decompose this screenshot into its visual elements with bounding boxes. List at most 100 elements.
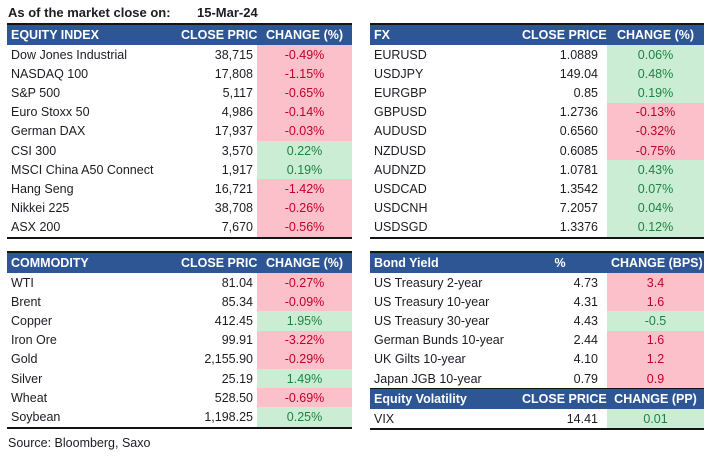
change-value: 0.06% — [607, 45, 704, 65]
instrument-label: US Treasury 10-year — [374, 294, 490, 309]
close-price-header: CLOSE PRICE — [177, 253, 257, 273]
instrument-label: US Treasury 2-year — [374, 275, 483, 290]
change-value: 1.49% — [257, 368, 352, 389]
table-row: S&P 500 5,117 -0.65% — [7, 83, 352, 103]
instrument-label: Soybean — [11, 409, 61, 424]
close-price-header: CLOSE PRICE — [177, 25, 257, 45]
instrument-label: US Treasury 30-year — [374, 313, 490, 328]
instrument-label: Wheat — [11, 390, 48, 405]
change-value: -0.75% — [607, 140, 704, 161]
change-value: 1.6 — [607, 292, 704, 312]
instrument-label: WTI — [11, 275, 34, 290]
instrument-label: Nikkei 225 — [11, 201, 70, 216]
table-header-row: FX CLOSE PRICE CHANGE (%) — [370, 25, 704, 45]
table-row: US Treasury 10-year 4.31 1.6 — [370, 292, 704, 312]
close-price-value: 1,917 — [221, 162, 253, 177]
instrument-label: Copper — [11, 313, 52, 328]
change-value: -0.09% — [257, 292, 352, 312]
table-row: USDCNH 7.2057 0.04% — [370, 198, 704, 218]
change-value: -1.15% — [257, 64, 352, 84]
instrument-label: AUDUSD — [374, 124, 427, 139]
table-row: USDJPY 149.04 0.48% — [370, 64, 704, 84]
source-note: Source: Bloomberg, Saxo — [8, 436, 151, 450]
table-row: Euro Stoxx 50 4,986 -0.14% — [7, 102, 352, 122]
change-pp-header: CHANGE (PP) — [607, 388, 704, 410]
close-price-value: 149.04 — [559, 66, 598, 81]
close-price-value: 4.10 — [573, 352, 598, 367]
table-row: US Treasury 2-year 4.73 3.4 — [370, 273, 704, 293]
instrument-label: Euro Stoxx 50 — [11, 105, 90, 120]
change-value: -3.22% — [257, 330, 352, 350]
close-price-value: 4.31 — [573, 294, 598, 309]
close-price-value: 1.3376 — [559, 220, 598, 235]
bond-and-volatility-tables: Bond Yield % CHANGE (BPS) US Treasury 2-… — [370, 251, 704, 431]
as-of-label: As of the market close on: — [8, 5, 171, 20]
change-value: 0.19% — [257, 160, 352, 180]
table-row: UK Gilts 10-year 4.10 1.2 — [370, 349, 704, 369]
table-row: MSCI China A50 Connect 1,917 0.19% — [7, 160, 352, 180]
change-value: 0.01 — [607, 409, 704, 429]
table-header-row: Equity Volatility CLOSE PRICE CHANGE (PP… — [370, 388, 704, 410]
table-title-fx: FX — [370, 25, 518, 45]
close-price-value: 16,721 — [214, 181, 253, 196]
bond-yield-table: Bond Yield % CHANGE (BPS) US Treasury 2-… — [370, 253, 704, 389]
table-row: CSI 300 3,570 0.22% — [7, 140, 352, 161]
close-price-value: 412.45 — [214, 313, 253, 328]
close-price-value: 7.2057 — [559, 201, 598, 216]
instrument-label: AUDNZD — [374, 162, 427, 177]
change-value: 1.95% — [257, 311, 352, 331]
close-price-header: CLOSE PRICE — [518, 388, 607, 410]
instrument-label: Dow Jones Industrial — [11, 47, 128, 62]
change-value: -1.42% — [257, 179, 352, 199]
instrument-label: GBPUSD — [374, 105, 427, 120]
change-pct-header: CHANGE (%) — [257, 253, 352, 273]
table-title-equity-volatility: Equity Volatility — [370, 388, 518, 410]
close-price-value: 1.2736 — [559, 105, 598, 120]
change-value: -0.13% — [607, 102, 704, 122]
table-row: Hang Seng 16,721 -1.42% — [7, 179, 352, 199]
table-row: German DAX 17,937 -0.03% — [7, 121, 352, 141]
equity-index-table: EQUITY INDEX CLOSE PRICE CHANGE (%) Dow … — [7, 23, 352, 239]
instrument-label: Silver — [11, 371, 43, 386]
instrument-label: Brent — [11, 294, 41, 309]
close-price-value: 4.43 — [573, 313, 598, 328]
close-price-value: 4,986 — [221, 105, 253, 120]
table-row: Gold 2,155.90 -0.29% — [7, 349, 352, 369]
change-value: -0.32% — [607, 121, 704, 141]
change-value: 0.25% — [257, 407, 352, 427]
instrument-label: German Bunds 10-year — [374, 333, 504, 348]
instrument-label: VIX — [374, 411, 395, 426]
table-row: Silver 25.19 1.49% — [7, 368, 352, 389]
table-row: AUDUSD 0.6560 -0.32% — [370, 121, 704, 141]
change-value: -0.29% — [257, 349, 352, 369]
table-title-bond-yield: Bond Yield — [370, 253, 518, 273]
table-header-row: EQUITY INDEX CLOSE PRICE CHANGE (%) — [7, 25, 352, 45]
table-row: EURUSD 1.0889 0.06% — [370, 45, 704, 65]
close-price-header: CLOSE PRICE — [518, 25, 607, 45]
change-value: 0.43% — [607, 160, 704, 180]
instrument-label: USDSGD — [374, 220, 428, 235]
change-value: -0.56% — [257, 217, 352, 237]
table-row: Iron Ore 99.91 -3.22% — [7, 330, 352, 350]
as-of-header: As of the market close on: 15-Mar-24 — [8, 5, 258, 20]
instrument-label: USDJPY — [374, 66, 424, 81]
change-value: -0.27% — [257, 273, 352, 293]
table-row: WTI 81.04 -0.27% — [7, 273, 352, 293]
close-price-value: 1.0889 — [559, 47, 598, 62]
change-value: 3.4 — [607, 273, 704, 293]
close-price-value: 7,670 — [221, 220, 253, 235]
instrument-label: NASDAQ 100 — [11, 66, 89, 81]
instrument-label: Hang Seng — [11, 181, 74, 196]
close-price-value: 0.85 — [573, 85, 598, 100]
instrument-label: MSCI China A50 Connect — [11, 162, 154, 177]
close-price-value: 2,155.90 — [204, 352, 253, 367]
fx-table: FX CLOSE PRICE CHANGE (%) EURUSD 1.0889 0.… — [370, 23, 704, 239]
change-value: -0.26% — [257, 198, 352, 218]
change-value: 1.6 — [607, 330, 704, 350]
close-price-value: 17,937 — [214, 124, 253, 139]
change-bps-header: CHANGE (BPS) — [607, 253, 704, 273]
change-value: -0.65% — [257, 83, 352, 103]
table-row: AUDNZD 1.0781 0.43% — [370, 160, 704, 180]
table-row: GBPUSD 1.2736 -0.13% — [370, 102, 704, 122]
